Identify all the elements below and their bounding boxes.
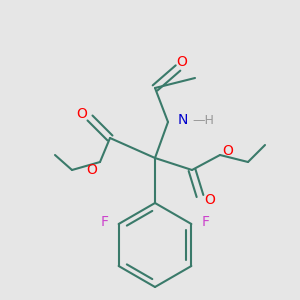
Text: O: O xyxy=(87,163,98,177)
Text: F: F xyxy=(100,215,109,229)
Text: —H: —H xyxy=(192,113,214,127)
Text: N: N xyxy=(178,113,188,127)
Text: O: O xyxy=(205,193,215,207)
Text: O: O xyxy=(177,55,188,69)
Text: O: O xyxy=(76,107,87,121)
Text: O: O xyxy=(223,144,233,158)
Text: F: F xyxy=(201,215,209,229)
